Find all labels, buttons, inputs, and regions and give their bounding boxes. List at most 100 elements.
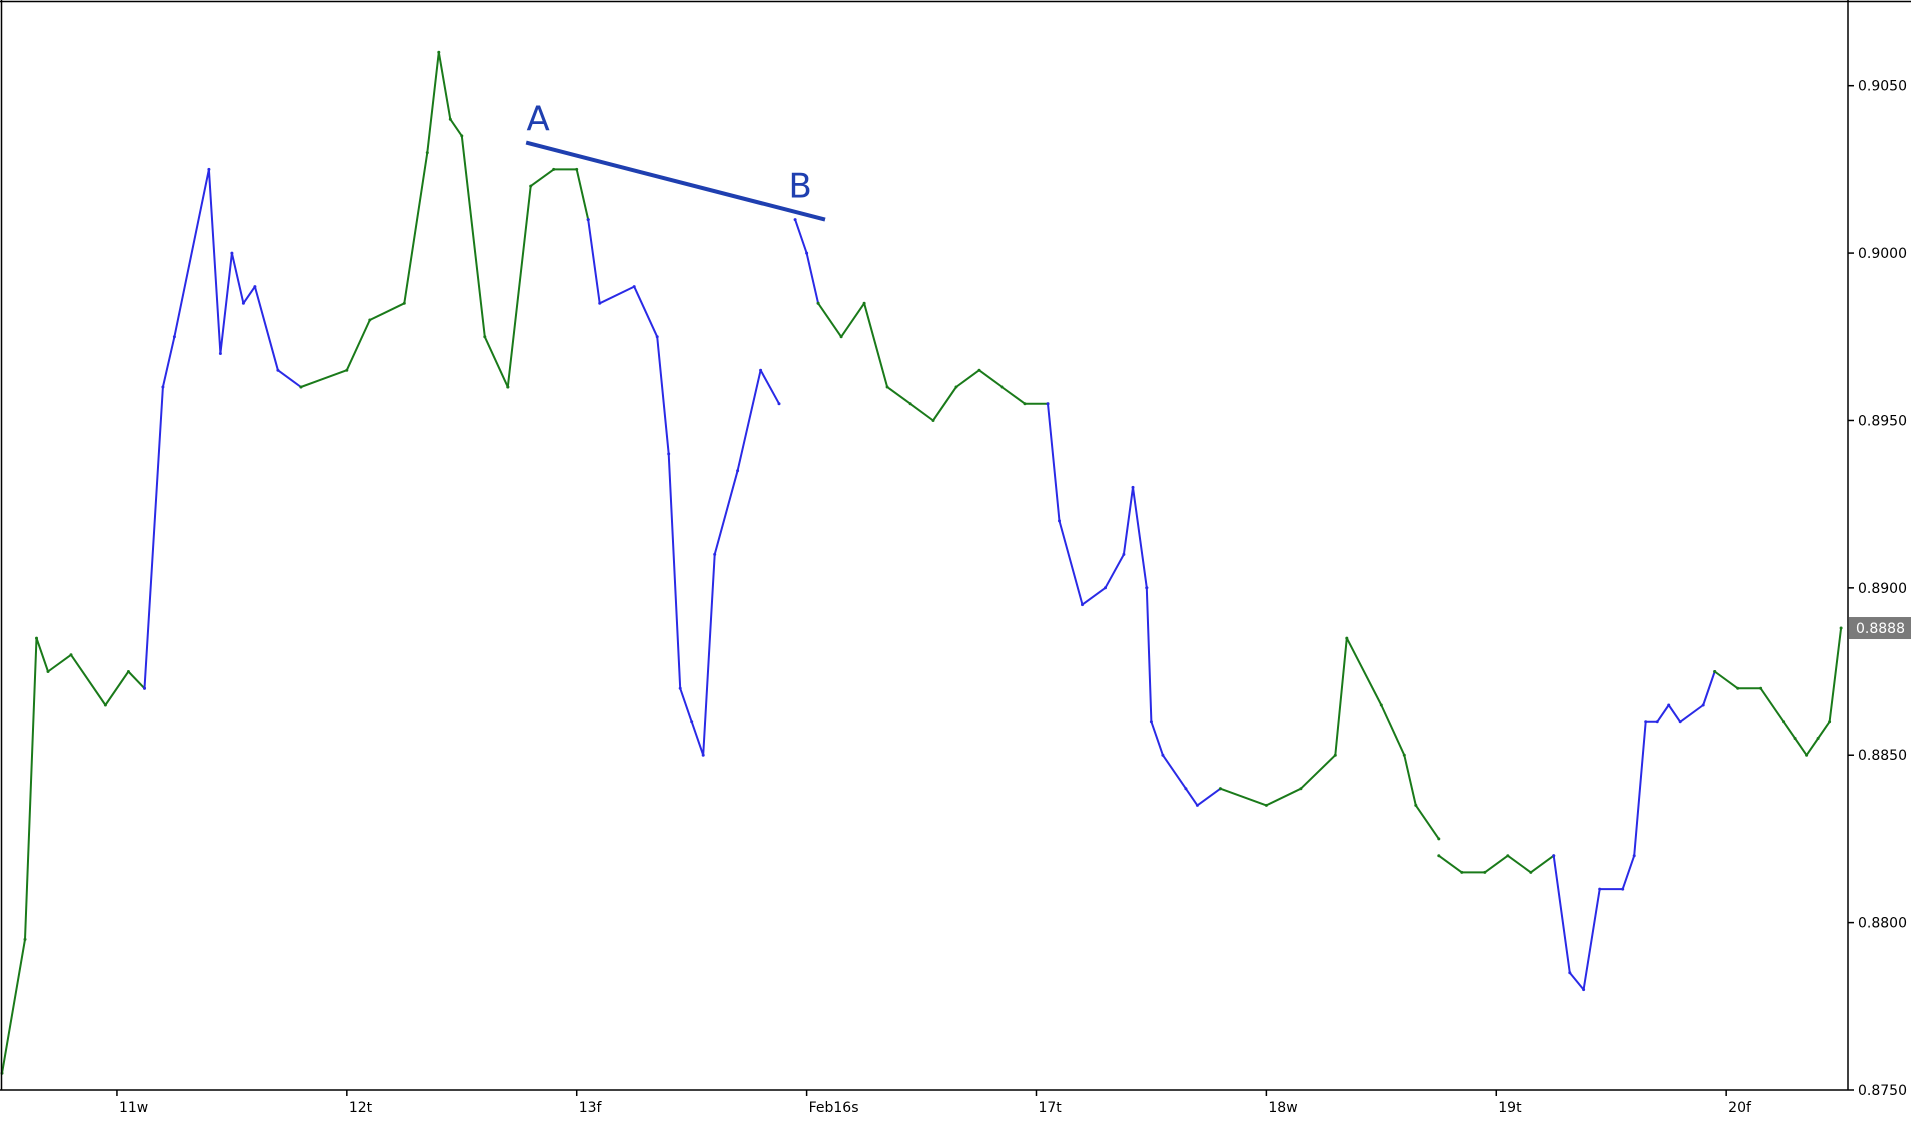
price-point [1655, 720, 1659, 724]
price-point [126, 670, 130, 673]
price-point [1759, 686, 1763, 690]
annotation-layer: AB [525, 100, 826, 222]
price-point [230, 251, 234, 255]
price-point [103, 703, 107, 707]
price-point [667, 452, 671, 456]
price-point [1713, 670, 1717, 673]
annotation-label-b: B [789, 167, 812, 207]
price-point [816, 301, 820, 305]
price-point [1506, 854, 1510, 858]
price-point [1782, 720, 1786, 724]
price-point [793, 218, 797, 222]
price-point [1081, 603, 1084, 607]
price-point [1667, 703, 1671, 707]
price-point [805, 251, 809, 255]
price-point [1736, 686, 1740, 690]
time-tick-label: 12t [349, 1100, 373, 1116]
price-point [345, 368, 349, 372]
price-point [1582, 988, 1586, 992]
price-point [1345, 636, 1349, 640]
price-point [690, 720, 694, 724]
current-price-label: 0.8888 [1856, 621, 1905, 637]
price-point [575, 167, 579, 171]
price-series-2 [143, 168, 302, 689]
price-series-1 [1, 637, 146, 1074]
price-series-12 [1552, 671, 1716, 991]
price-point [1529, 870, 1533, 874]
price-tick-label: 0.9050 [1858, 79, 1907, 95]
price-point [931, 419, 935, 422]
price-series-3 [300, 51, 509, 388]
price-point [1333, 753, 1337, 757]
price-point [1483, 870, 1487, 874]
price-tick-label: 0.8750 [1858, 1083, 1907, 1099]
price-point [1552, 854, 1556, 858]
time-axis: 11w 12t 13f Feb16s 17t 18w 19t 20f [116, 1090, 1752, 1116]
price-point [701, 753, 705, 757]
price-point [1632, 854, 1636, 858]
price-point [1678, 720, 1682, 724]
price-point [1195, 803, 1199, 807]
price-series-5 [587, 219, 780, 757]
price-point [1379, 703, 1383, 707]
price-point [1104, 586, 1107, 590]
series-layer [0, 50, 1843, 1075]
price-point [1621, 887, 1625, 891]
price-point [483, 335, 487, 339]
price-point [1023, 402, 1027, 406]
price-point [1816, 737, 1820, 740]
price-point [35, 636, 38, 640]
time-tick-label: 13f [579, 1100, 603, 1116]
time-tick-label: 19t [1498, 1100, 1522, 1116]
price-point [1568, 971, 1572, 975]
price-point [1299, 787, 1303, 791]
price-point [402, 301, 406, 305]
price-point [1058, 519, 1061, 523]
price-point [1000, 385, 1004, 389]
price-point [1161, 753, 1165, 757]
price-point [839, 335, 843, 339]
price-point [529, 184, 533, 188]
price-point [1598, 887, 1602, 891]
price-point [632, 285, 636, 289]
price-point [1131, 485, 1135, 489]
price-point [1264, 803, 1268, 807]
price-point [1437, 837, 1441, 841]
price-point [862, 301, 866, 305]
price-point [1414, 803, 1418, 807]
price-point [977, 368, 981, 372]
price-point [1402, 753, 1406, 757]
price-point [736, 469, 740, 473]
time-tick-label: 17t [1038, 1100, 1062, 1116]
price-point [885, 385, 889, 389]
price-tick-label: 0.9000 [1858, 246, 1907, 262]
price-tick-label: 0.8800 [1858, 916, 1907, 932]
price-point [1184, 787, 1188, 791]
price-point [1218, 787, 1222, 791]
price-point [368, 318, 372, 322]
price-point [1145, 586, 1149, 590]
price-point [598, 301, 602, 305]
price-point [678, 686, 682, 690]
price-point [506, 385, 510, 389]
price-point [1793, 737, 1797, 740]
current-price-tag [1849, 617, 1911, 640]
price-point [655, 335, 659, 339]
price-point [1149, 720, 1153, 724]
price-point [218, 352, 222, 355]
price-point [299, 385, 303, 389]
price-point [448, 117, 452, 121]
price-point [207, 167, 211, 171]
price-point [1460, 870, 1464, 874]
price-axis: 0.8750 0.8800 0.8850 0.8900 0.8950 0.9000 0.90… [1848, 79, 1911, 1099]
annotation-label-a: A [527, 100, 550, 140]
time-tick-label: Feb16s [809, 1100, 859, 1116]
price-point [425, 151, 429, 155]
price-point [143, 686, 146, 690]
price-tick-label: 0.8850 [1858, 748, 1907, 764]
price-point [713, 552, 717, 556]
price-point [777, 402, 781, 406]
price-point [1805, 753, 1809, 757]
price-tick-label: 0.8900 [1858, 581, 1907, 597]
